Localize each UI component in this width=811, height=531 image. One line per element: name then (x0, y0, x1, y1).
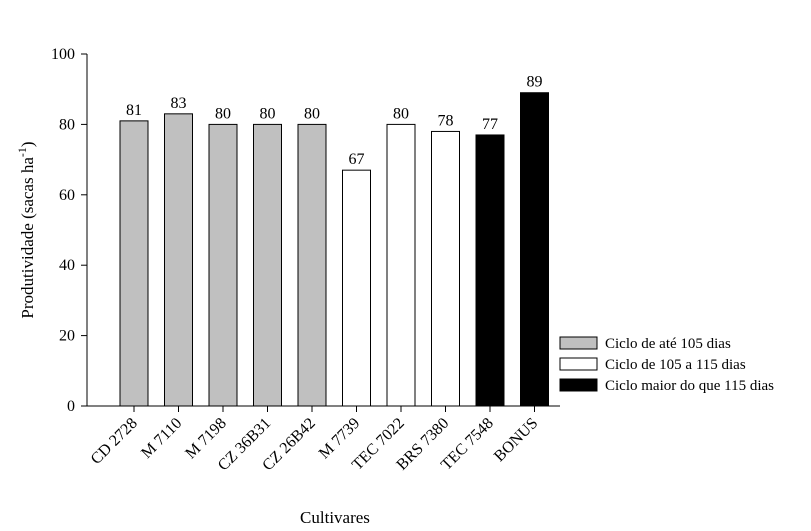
data-label: 80 (215, 105, 231, 122)
legend-label: Ciclo maior do que 115 dias (605, 378, 774, 394)
bar (342, 169, 371, 407)
y-tick-label: 20 (59, 328, 75, 345)
x-tick-label: BONUS (491, 415, 541, 465)
y-tick-labels: 0 20 40 60 80 100 (51, 46, 75, 415)
y-tick-label: 40 (59, 257, 75, 274)
x-tick-label: M 7110 (138, 415, 185, 462)
x-tick-label: CD 2728 (88, 415, 141, 468)
y-tick-label: 80 (59, 116, 75, 133)
legend-swatch (559, 378, 598, 392)
bar (386, 123, 416, 407)
y-axis-label-superscript: -1 (15, 147, 29, 157)
legend-swatch (559, 336, 598, 350)
bars (119, 92, 549, 407)
data-label: 89 (527, 74, 543, 91)
y-tick-label: 60 (59, 187, 75, 204)
bar (520, 92, 549, 407)
bar (431, 130, 460, 407)
data-label: 80 (260, 105, 276, 122)
data-label: 80 (304, 105, 320, 122)
y-axis-label-main: Produtividade (sacas ha (18, 157, 37, 319)
data-label: 80 (393, 105, 409, 122)
data-label: 83 (171, 95, 187, 112)
legend: Ciclo de até 105 dias Ciclo de 105 a 115 … (559, 336, 774, 394)
value-labels: 81 83 80 80 80 67 80 78 77 89 (126, 74, 543, 168)
legend-swatch (559, 357, 598, 371)
legend-label: Ciclo de até 105 dias (605, 336, 731, 352)
y-axis-label: Produtividade (sacas ha-1) (15, 141, 37, 318)
y-tick-label: 0 (67, 398, 75, 415)
bar (253, 123, 282, 407)
y-tick-label: 100 (51, 46, 75, 63)
bar (208, 123, 238, 407)
bar (475, 134, 505, 407)
bar (119, 120, 149, 407)
data-label: 81 (126, 102, 142, 119)
data-label: 78 (438, 112, 454, 129)
legend-label: Ciclo de 105 a 115 dias (605, 357, 746, 373)
x-axis-label: Cultivares (300, 508, 370, 527)
y-axis-label-close: ) (18, 141, 37, 147)
data-label: 67 (349, 151, 365, 168)
bar (297, 123, 327, 407)
data-label: 77 (482, 116, 498, 133)
bar (164, 113, 193, 407)
